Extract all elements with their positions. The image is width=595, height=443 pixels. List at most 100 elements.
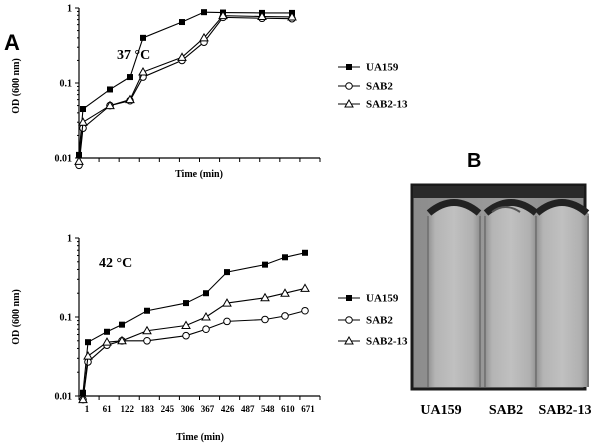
data-point-sab2-13 — [218, 10, 228, 20]
series-line-sab2 — [82, 310, 306, 400]
chart-37c-title: 37 °C — [117, 48, 150, 63]
data-point-sab2-13 — [280, 288, 290, 297]
series-line-sab2-13 — [82, 287, 306, 400]
y-tick-label: 1 — [67, 4, 72, 15]
data-point-sab2-13 — [117, 335, 127, 345]
x-tick-label: 671 — [301, 404, 315, 414]
data-point-ua159 — [140, 34, 146, 41]
legend-label: SAB2-13 — [366, 336, 408, 348]
data-point-sab2-13 — [300, 283, 310, 292]
data-point-ua159 — [179, 19, 185, 26]
tube-label-sab2: SAB2 — [489, 403, 523, 418]
tube — [427, 201, 481, 387]
tube-label-sab2-13: SAB2-13 — [539, 403, 592, 418]
panel-b-label: B — [467, 150, 481, 172]
legend-marker — [346, 64, 352, 70]
data-point-ua159 — [104, 328, 110, 335]
chart-42c-ylabel: OD (600 nm) — [11, 289, 22, 345]
x-tick-label: 367 — [201, 404, 215, 414]
data-point-ua159 — [201, 9, 207, 16]
legend-marker — [346, 295, 352, 301]
data-point-ua159 — [224, 269, 230, 276]
x-tick-label: 487 — [241, 404, 255, 414]
legend-label: UA159 — [366, 293, 399, 305]
legend-marker — [345, 82, 353, 90]
data-point-sab2 — [261, 315, 269, 324]
y-tick-label: 0.1 — [60, 313, 73, 324]
data-point-sab2 — [182, 331, 190, 340]
chart-37c-ylabel: OD (600 nm) — [11, 58, 22, 114]
data-point-sab2 — [223, 317, 231, 326]
data-point-ua159 — [144, 307, 150, 314]
data-point-sab2-13 — [222, 298, 232, 307]
data-point-sab2 — [143, 336, 151, 345]
y-tick-label: 0.01 — [55, 154, 73, 165]
legend-label: UA159 — [366, 62, 399, 74]
chart-42c: 42 °C OD (600 nm) Time (min) 0.01 0.1 1 1 61… — [11, 234, 408, 443]
tube-meniscus — [483, 199, 539, 216]
data-point-sab2-13 — [78, 117, 88, 126]
legend-marker — [344, 335, 354, 345]
data-point-ua159 — [76, 151, 82, 158]
legend-label: SAB2 — [366, 81, 393, 93]
data-point-ua159 — [80, 389, 86, 396]
chart-42c-title: 42 °C — [99, 256, 132, 271]
data-point-ua159 — [107, 86, 113, 93]
data-point-ua159 — [282, 254, 288, 261]
x-tick-label: 245 — [161, 404, 175, 414]
data-point-sab2-13 — [74, 156, 84, 165]
data-point-sab2-13 — [199, 32, 209, 42]
data-point-ua159 — [85, 339, 91, 346]
data-point-sab2-13 — [201, 311, 211, 321]
x-tick-label: 183 — [141, 404, 155, 414]
x-tick-label: 61 — [103, 404, 113, 414]
chart-42c-xlabel: Time (min) — [176, 432, 224, 443]
x-tick-label: 1 — [85, 404, 90, 414]
x-tick-label: 610 — [281, 404, 295, 414]
legend-label: SAB2 — [366, 315, 393, 327]
data-point-sab2-13 — [105, 100, 115, 110]
data-point-sab2-13 — [102, 337, 112, 346]
tube-label-ua159: UA159 — [420, 403, 461, 418]
data-point-sab2-13 — [142, 325, 152, 335]
data-point-ua159 — [302, 249, 308, 256]
data-point-sab2-13 — [78, 394, 88, 404]
data-point-ua159 — [203, 290, 209, 297]
data-point-sab2 — [301, 306, 309, 315]
y-tick-label: 0.01 — [55, 392, 73, 403]
y-tick-label: 1 — [67, 234, 72, 245]
data-point-sab2-13 — [125, 94, 135, 104]
data-point-ua159 — [119, 321, 125, 328]
data-point-sab2-13 — [260, 292, 270, 302]
x-tick-label: 426 — [221, 404, 235, 414]
x-tick-label: 122 — [120, 404, 134, 414]
data-point-sab2-13 — [138, 67, 148, 76]
series-line-ua159 — [78, 11, 292, 155]
tube — [484, 201, 538, 387]
tube-sediment — [491, 206, 521, 213]
data-point-sab2-13 — [83, 351, 93, 360]
x-tick-label: 306 — [181, 404, 195, 414]
series-line-ua159 — [82, 252, 306, 393]
legend-marker — [344, 98, 354, 108]
data-point-sab2-13 — [287, 11, 297, 21]
chart-37c-xlabel: Time (min) — [175, 169, 223, 180]
tube-meniscus — [426, 199, 482, 216]
series-line-sab2 — [78, 16, 293, 166]
data-point-sab2-13 — [257, 11, 267, 21]
x-tick-label: 548 — [261, 404, 275, 414]
data-point-sab2-13 — [181, 320, 191, 330]
data-point-ua159 — [127, 74, 133, 81]
data-point-sab2 — [202, 325, 210, 334]
tube-meniscus — [534, 199, 590, 216]
data-point-ua159 — [262, 261, 268, 268]
series-line-sab2-13 — [78, 15, 293, 162]
data-point-sab2-13 — [177, 52, 187, 61]
data-point-sab2 — [281, 312, 289, 320]
tube-photo — [410, 183, 590, 391]
data-point-ua159 — [80, 106, 86, 113]
data-point-ua159 — [183, 300, 189, 307]
y-tick-label: 0.1 — [60, 79, 73, 90]
tube — [535, 201, 589, 387]
